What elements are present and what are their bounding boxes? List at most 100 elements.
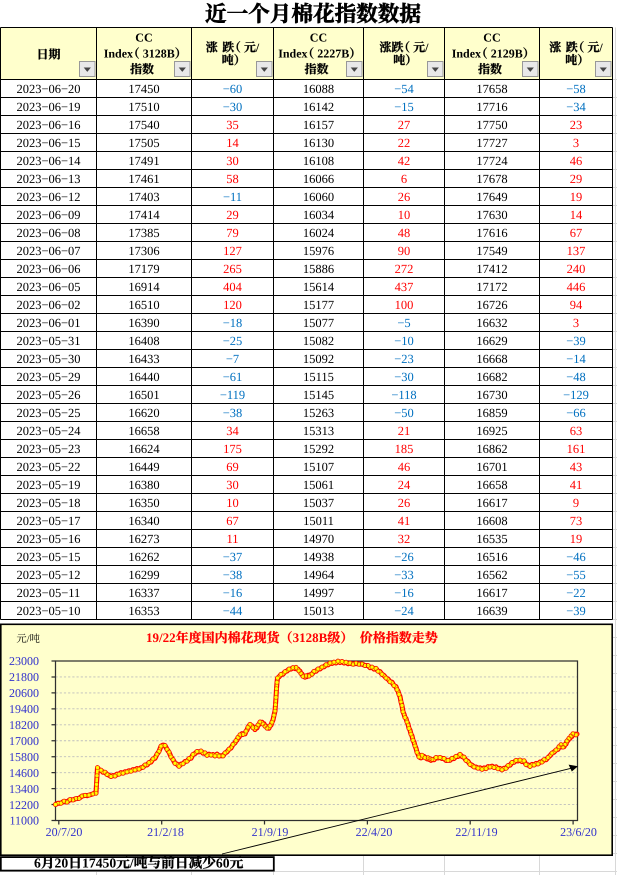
svg-text:58: 58 [226,172,239,186]
svg-text:17412: 17412 [476,262,507,276]
svg-text:16862: 16862 [476,442,507,456]
svg-text:16024: 16024 [303,226,335,240]
svg-text:265: 265 [223,262,242,276]
svg-text:−7: −7 [226,352,239,366]
svg-text:2023−05−12: 2023−05−12 [16,568,80,582]
svg-text:16914: 16914 [128,280,160,294]
svg-text:2023−05−18: 2023−05−18 [16,496,80,510]
svg-text:−50: −50 [394,406,414,420]
svg-text:185: 185 [395,442,414,456]
svg-text:35: 35 [226,118,239,132]
svg-text:3128B: 3128B [293,630,328,645]
svg-text:/: / [598,40,603,54]
svg-text:15107: 15107 [303,460,334,474]
svg-text:437: 437 [395,280,414,294]
svg-text:17540: 17540 [128,118,159,132]
svg-text:30: 30 [226,478,239,492]
svg-text:16353: 16353 [128,604,159,618]
svg-text:2227B: 2227B [317,47,349,61]
svg-text:21800: 21800 [9,670,39,684]
svg-text:29: 29 [226,208,239,222]
svg-text:16658: 16658 [476,478,507,492]
svg-text:3: 3 [573,316,579,330]
svg-text:15886: 15886 [303,262,334,276]
svg-text:17658: 17658 [476,82,507,96]
svg-text:/: / [255,40,260,54]
svg-text:15061: 15061 [303,478,334,492]
svg-text:6: 6 [401,172,407,186]
svg-text:15082: 15082 [303,334,334,348]
svg-text:16408: 16408 [128,334,159,348]
svg-text:17616: 17616 [476,226,507,240]
svg-text:15614: 15614 [303,280,335,294]
svg-text:−18: −18 [223,316,243,330]
svg-text:2023−05−25: 2023−05−25 [16,406,80,420]
svg-text:−5: −5 [397,316,410,330]
svg-text:42: 42 [398,154,411,168]
svg-text:16433: 16433 [128,352,159,366]
svg-text:23/6/20: 23/6/20 [560,825,597,839]
svg-text:2023−05−19: 2023−05−19 [16,478,80,492]
svg-text:−10: −10 [394,334,414,348]
svg-text:16449: 16449 [128,460,159,474]
svg-text:16701: 16701 [476,460,507,474]
svg-text:16510: 16510 [128,298,159,312]
svg-text:2023−06−15: 2023−06−15 [16,136,80,150]
svg-text:20: 20 [55,855,69,870]
svg-text:6: 6 [34,855,41,870]
svg-text:2023−06−07: 2023−06−07 [16,244,80,258]
svg-text:16682: 16682 [476,370,507,384]
svg-text:16108: 16108 [303,154,334,168]
svg-text:2023−05−29: 2023−05−29 [16,370,80,384]
svg-text:16859: 16859 [476,406,507,420]
svg-text:−39: −39 [566,604,586,618]
svg-text:17630: 17630 [476,208,507,222]
svg-text:2023−06−05: 2023−06−05 [16,280,80,294]
svg-text:2023−05−10: 2023−05−10 [16,604,80,618]
svg-text:−11: −11 [223,190,242,204]
svg-text:−30: −30 [223,100,243,114]
svg-text:−60: −60 [223,82,243,96]
svg-text:23: 23 [570,118,583,132]
svg-text:90: 90 [398,244,411,258]
svg-text:19: 19 [570,532,583,546]
svg-text:−55: −55 [566,568,586,582]
svg-text:−61: −61 [223,370,243,384]
svg-text:11: 11 [226,532,238,546]
svg-text:−15: −15 [394,100,414,114]
svg-text:20600: 20600 [9,686,39,700]
svg-text:16130: 16130 [303,136,334,150]
svg-text:69: 69 [226,460,239,474]
svg-text:16380: 16380 [128,478,159,492]
svg-text:−24: −24 [394,604,414,618]
svg-text:−26: −26 [394,550,414,564]
svg-text:16066: 16066 [303,172,334,186]
svg-text:19/22: 19/22 [146,630,176,645]
svg-text:16726: 16726 [476,298,507,312]
svg-text:−30: −30 [394,370,414,384]
svg-text:21/2/18: 21/2/18 [147,825,184,839]
svg-text:−33: −33 [394,568,414,582]
svg-text:17403: 17403 [128,190,159,204]
svg-text:2023−06−20: 2023−06−20 [16,82,80,96]
svg-text:67: 67 [570,226,583,240]
svg-text:73: 73 [570,514,583,528]
svg-text:60: 60 [216,855,230,870]
svg-text:Index: Index [104,47,133,61]
svg-text:−23: −23 [394,352,414,366]
svg-text:−38: −38 [223,568,243,582]
svg-text:2023−06−12: 2023−06−12 [16,190,80,204]
svg-text:2023−06−16: 2023−06−16 [16,118,80,132]
svg-text:−37: −37 [223,550,243,564]
svg-text:16060: 16060 [303,190,334,204]
svg-text:46: 46 [398,460,411,474]
svg-text:17000: 17000 [9,734,39,748]
svg-text:16629: 16629 [476,334,507,348]
svg-text:16299: 16299 [128,568,159,582]
svg-text:30: 30 [226,154,239,168]
svg-text:Index: Index [278,47,307,61]
svg-text:2023−06−14: 2023−06−14 [16,154,81,168]
svg-text:15013: 15013 [303,604,334,618]
svg-text:32: 32 [398,532,411,546]
svg-text:−54: −54 [394,82,414,96]
